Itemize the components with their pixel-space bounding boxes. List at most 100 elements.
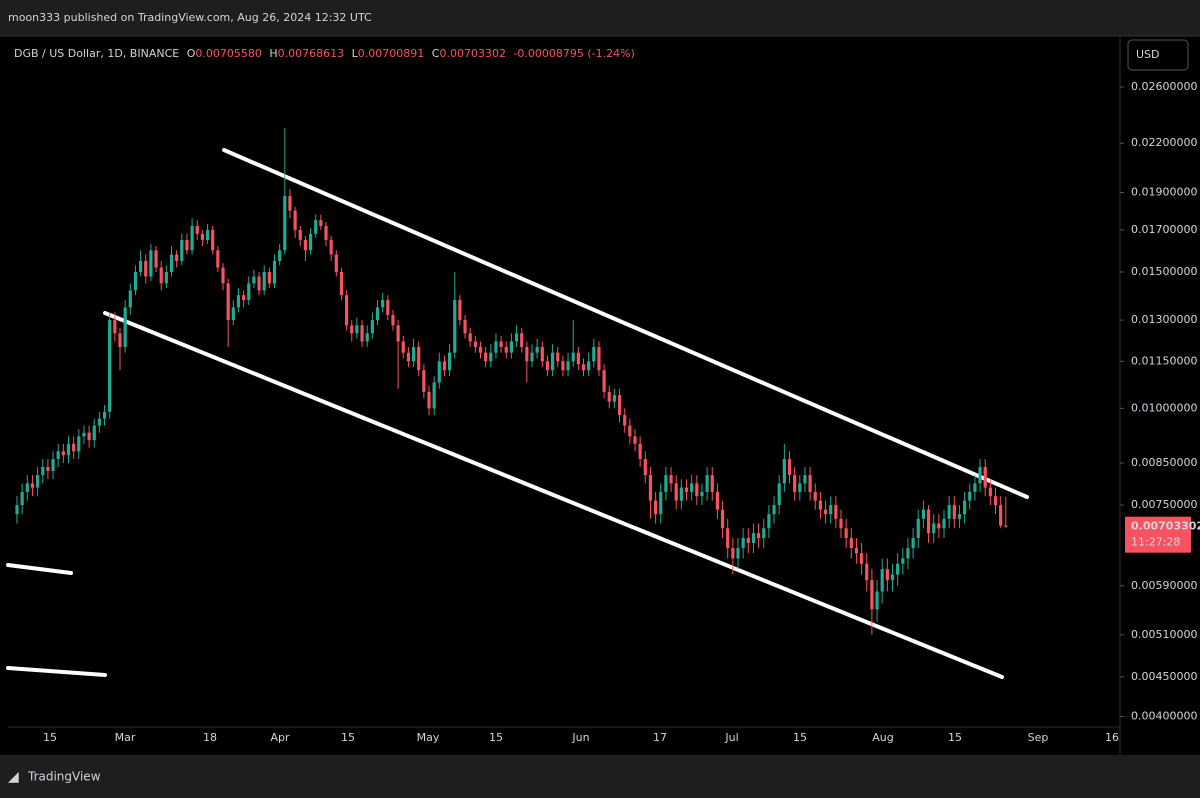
candle-body <box>705 475 709 492</box>
candle-body <box>360 325 364 342</box>
x-tick-label: Mar <box>115 731 136 744</box>
candle-body <box>113 320 117 334</box>
candle-body <box>139 260 143 272</box>
high-key: H <box>269 47 277 60</box>
candle-body <box>834 505 838 519</box>
logo-mark: ◢ <box>8 769 19 785</box>
candle-body <box>576 352 580 365</box>
candle-body <box>509 341 513 353</box>
candle-body <box>473 341 477 348</box>
candle-body <box>535 347 539 353</box>
candle-body <box>82 432 86 437</box>
candle-body <box>530 352 534 362</box>
candle-body <box>633 436 637 444</box>
candle-body <box>566 361 570 371</box>
candle-body <box>757 533 761 539</box>
y-tick-label: 0.01900000 <box>1131 185 1197 198</box>
candle-body <box>365 333 369 342</box>
candle-body <box>15 505 19 515</box>
candle-body <box>556 352 560 362</box>
logo: ◢ TradingView <box>8 769 101 785</box>
candle-body <box>422 370 426 392</box>
candle-body <box>921 509 925 519</box>
candle-body <box>36 475 40 488</box>
candle-body <box>267 271 271 284</box>
candle-body <box>901 558 905 564</box>
candle-body <box>587 361 591 371</box>
y-tick-label: 0.00750000 <box>1131 498 1197 511</box>
low-key: L <box>352 47 359 60</box>
candle-body <box>293 210 297 230</box>
candle-body <box>818 500 822 510</box>
candle-body <box>715 491 719 510</box>
candle-body <box>375 307 380 321</box>
candle-body <box>839 518 843 529</box>
candle-body <box>617 395 622 416</box>
candle-body <box>963 500 967 515</box>
candle-body <box>695 483 699 497</box>
candle-body <box>329 239 333 255</box>
candle-body <box>20 491 24 506</box>
candle-body <box>144 260 148 277</box>
y-tick-label: 0.01150000 <box>1131 354 1197 367</box>
candle-body <box>679 487 683 501</box>
x-tick-label: 18 <box>203 731 217 744</box>
candle-body <box>720 509 725 529</box>
candle-body <box>411 347 416 362</box>
candle-body <box>453 300 457 353</box>
candle-body <box>654 500 658 515</box>
x-tick-label: Jul <box>724 731 738 744</box>
candle-body <box>597 347 601 371</box>
symbol: DGB / US Dollar, 1D, BINANCE <box>14 47 179 60</box>
candle-body <box>793 475 797 492</box>
candle-body <box>999 505 1003 526</box>
close-value: 0.00703302 <box>439 47 505 60</box>
candle-body <box>417 347 421 371</box>
candle-body <box>643 459 647 476</box>
candle-body <box>993 496 998 506</box>
candle-body <box>710 475 714 492</box>
candle-body <box>932 523 936 534</box>
candle-body <box>823 509 828 515</box>
candle-body <box>880 569 884 592</box>
candle-body <box>164 271 168 284</box>
candle-body <box>540 347 544 362</box>
candle-body <box>741 538 745 549</box>
trend-lines <box>6 148 1029 679</box>
candle-body <box>92 425 96 441</box>
candle-body <box>561 361 565 371</box>
candle-body <box>664 475 668 492</box>
x-tick-label: May <box>417 731 440 744</box>
candle-body <box>849 538 853 549</box>
candle-body <box>221 267 225 284</box>
candle-body <box>489 352 493 362</box>
candle-body <box>386 300 390 315</box>
candle-body <box>298 229 302 240</box>
candle-body <box>942 518 946 529</box>
candle-body <box>458 300 462 321</box>
currency[interactable]: USD <box>1136 48 1160 61</box>
candle-body <box>72 443 76 452</box>
candle-body <box>25 483 29 492</box>
top-bar <box>0 0 1200 36</box>
bottom-bar <box>0 755 1200 798</box>
candle-body <box>782 459 786 484</box>
candle-body <box>448 352 452 371</box>
candle-body <box>623 415 627 426</box>
x-tick-label: 15 <box>793 731 807 744</box>
candle-body <box>875 591 879 610</box>
candle-body <box>303 239 307 251</box>
publisher: moon333 published on TradingView.com, Au… <box>8 11 372 24</box>
currency-button[interactable] <box>1127 39 1189 71</box>
candle-body <box>952 505 956 519</box>
candle-body <box>308 233 313 251</box>
candle-body <box>499 341 503 348</box>
candle-body <box>427 391 431 409</box>
candle-body <box>77 436 81 452</box>
candle-body <box>777 483 781 506</box>
trend-line <box>103 311 1004 679</box>
y-tick-label: 0.00590000 <box>1131 579 1197 592</box>
candle-body <box>319 220 323 226</box>
candle-body <box>236 295 241 308</box>
